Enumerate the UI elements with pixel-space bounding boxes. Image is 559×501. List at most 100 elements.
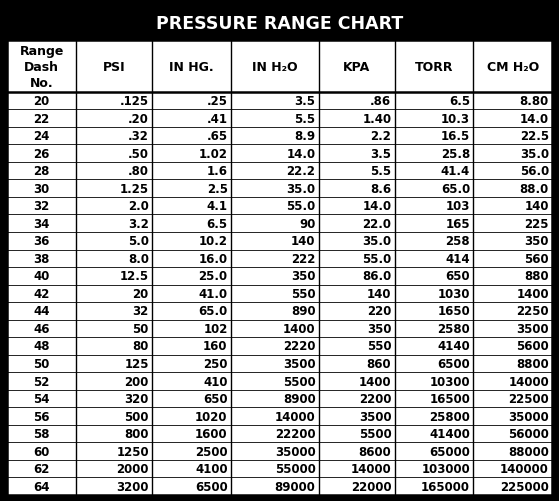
Text: 16.0: 16.0 (198, 253, 228, 265)
Text: 860: 860 (367, 357, 391, 370)
Text: 3500: 3500 (283, 357, 315, 370)
Text: 41400: 41400 (429, 427, 470, 440)
Text: 14000: 14000 (350, 462, 391, 475)
Text: 22.5: 22.5 (520, 130, 549, 143)
Text: 50: 50 (132, 322, 149, 335)
Text: 35000: 35000 (275, 445, 315, 458)
Text: 410: 410 (203, 375, 228, 388)
Text: 3500: 3500 (517, 322, 549, 335)
Text: 8.0: 8.0 (128, 253, 149, 265)
Text: 65.0: 65.0 (198, 305, 228, 318)
Text: 22.0: 22.0 (362, 217, 391, 230)
Text: 2500: 2500 (195, 445, 228, 458)
Text: 14.0: 14.0 (286, 147, 315, 160)
Text: 1650: 1650 (437, 305, 470, 318)
Text: 560: 560 (524, 253, 549, 265)
Text: 56000: 56000 (508, 427, 549, 440)
Text: 3.5: 3.5 (295, 95, 315, 108)
Text: 88.0: 88.0 (520, 182, 549, 195)
Text: 650: 650 (446, 270, 470, 283)
Text: .86: .86 (370, 95, 391, 108)
Text: 42: 42 (34, 287, 50, 300)
Text: 89000: 89000 (274, 480, 315, 492)
Text: 40: 40 (34, 270, 50, 283)
Text: 650: 650 (203, 392, 228, 405)
Text: 1400: 1400 (283, 322, 315, 335)
Text: 65000: 65000 (429, 445, 470, 458)
Text: 880: 880 (524, 270, 549, 283)
Bar (7, 320, 552, 338)
Text: 54: 54 (34, 392, 50, 405)
Text: 6.5: 6.5 (449, 95, 470, 108)
Text: 414: 414 (446, 253, 470, 265)
Text: 8600: 8600 (358, 445, 391, 458)
Text: 2000: 2000 (116, 462, 149, 475)
Text: 35000: 35000 (508, 410, 549, 423)
Text: 20: 20 (132, 287, 149, 300)
Bar (7, 407, 552, 425)
Text: .125: .125 (120, 95, 149, 108)
Bar (7, 180, 552, 197)
Text: 3.2: 3.2 (128, 217, 149, 230)
Text: 350: 350 (291, 270, 315, 283)
Text: 2.0: 2.0 (128, 200, 149, 213)
Text: 258: 258 (446, 235, 470, 248)
Text: IN H₂O: IN H₂O (252, 61, 298, 73)
Text: 2250: 2250 (517, 305, 549, 318)
Text: 46: 46 (34, 322, 50, 335)
Text: 8800: 8800 (516, 357, 549, 370)
Text: 10.2: 10.2 (198, 235, 228, 248)
Bar (7, 460, 552, 477)
Text: 220: 220 (367, 305, 391, 318)
Text: 1020: 1020 (195, 410, 228, 423)
Text: 41.0: 41.0 (198, 287, 228, 300)
Text: PRESSURE RANGE CHART: PRESSURE RANGE CHART (156, 15, 403, 33)
Text: 60: 60 (34, 445, 50, 458)
Text: 1600: 1600 (195, 427, 228, 440)
Text: 160: 160 (203, 340, 228, 353)
Text: 14.0: 14.0 (362, 200, 391, 213)
Bar (7, 41, 552, 93)
Text: 24: 24 (34, 130, 50, 143)
Text: 225000: 225000 (500, 480, 549, 492)
Text: 55.0: 55.0 (286, 200, 315, 213)
Text: 8.9: 8.9 (295, 130, 315, 143)
Text: 222: 222 (291, 253, 315, 265)
Text: .50: .50 (128, 147, 149, 160)
Text: 550: 550 (291, 287, 315, 300)
Text: 250: 250 (203, 357, 228, 370)
Bar (7, 6, 552, 41)
Bar (7, 197, 552, 215)
Text: 350: 350 (367, 322, 391, 335)
Text: 1.25: 1.25 (120, 182, 149, 195)
Text: CM H₂O: CM H₂O (487, 61, 539, 73)
Text: 14000: 14000 (275, 410, 315, 423)
Text: 48: 48 (34, 340, 50, 353)
Text: 140000: 140000 (500, 462, 549, 475)
Text: 16.5: 16.5 (441, 130, 470, 143)
Bar (7, 425, 552, 442)
Text: 2220: 2220 (283, 340, 315, 353)
Text: 3200: 3200 (116, 480, 149, 492)
Bar (7, 355, 552, 373)
Text: 86.0: 86.0 (362, 270, 391, 283)
Text: 1.02: 1.02 (198, 147, 228, 160)
Text: 20: 20 (34, 95, 50, 108)
Bar (7, 477, 552, 495)
Text: 5500: 5500 (283, 375, 315, 388)
Text: 102: 102 (203, 322, 228, 335)
Text: 55000: 55000 (274, 462, 315, 475)
Text: 6500: 6500 (437, 357, 470, 370)
Text: 350: 350 (524, 235, 549, 248)
Text: 38: 38 (34, 253, 50, 265)
Text: 22.2: 22.2 (287, 165, 315, 178)
Bar (7, 110, 552, 128)
Text: 5500: 5500 (358, 427, 391, 440)
Text: 1400: 1400 (517, 287, 549, 300)
Text: 10.3: 10.3 (441, 112, 470, 125)
Text: 8900: 8900 (283, 392, 315, 405)
Bar (7, 338, 552, 355)
Text: 56: 56 (34, 410, 50, 423)
Text: 2.5: 2.5 (207, 182, 228, 195)
Text: 4.1: 4.1 (207, 200, 228, 213)
